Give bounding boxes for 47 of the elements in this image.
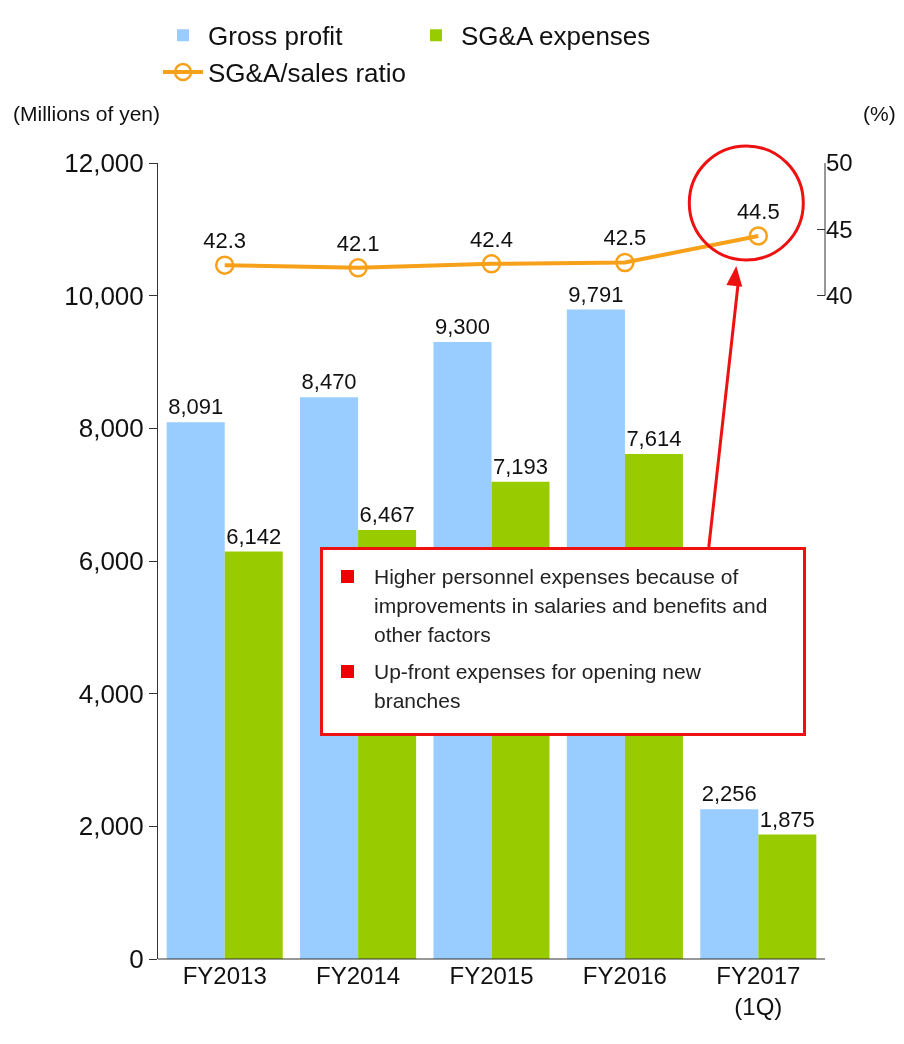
y-axis-title: (Millions of yen) <box>13 102 161 125</box>
text: 8,470 <box>301 369 357 395</box>
legend-label: Gross profit <box>208 21 344 52</box>
point <box>748 226 769 246</box>
y2-tick-label: 40 <box>826 282 853 310</box>
bar <box>700 809 759 959</box>
y-tick-label: 6,000 <box>78 546 144 577</box>
text: 42.1 <box>336 230 380 256</box>
bar <box>758 834 817 959</box>
bar <box>166 422 225 959</box>
text: 2,256 <box>701 781 757 807</box>
y2-tick-label: 50 <box>826 149 853 177</box>
y-tick-label: 0 <box>129 944 144 975</box>
text: 8,091 <box>168 394 224 420</box>
x-tick-label: FY2015 <box>449 962 534 989</box>
point <box>214 255 235 275</box>
point <box>348 258 368 278</box>
legend-label: SG&A/sales ratio <box>208 58 406 89</box>
text: 7,614 <box>626 425 682 451</box>
annotation: Up-front expenses for opening new branches <box>374 659 702 714</box>
y-tick-label: 8,000 <box>78 413 144 444</box>
y-tick-label: 12,000 <box>64 148 144 179</box>
y2-tick-label: 45 <box>826 215 853 243</box>
text: 1,875 <box>759 806 815 832</box>
annotation: Higher personnel expenses because of improvements in salaries and benefits and other factors <box>374 564 769 648</box>
point <box>615 252 635 273</box>
text: 44.5 <box>736 198 780 224</box>
text: 42.5 <box>603 225 647 251</box>
bar <box>224 551 283 959</box>
x-tick-label: FY2016 <box>582 962 667 989</box>
text: 7,193 <box>492 453 549 479</box>
legend-label: SG&A expenses <box>460 21 651 52</box>
text: 42.4 <box>470 226 513 252</box>
x-tick-label: FY2017 (1Q) <box>716 962 801 1021</box>
y-tick-label: 2,000 <box>78 811 144 842</box>
text: 6,142 <box>226 523 282 549</box>
text: 9,791 <box>568 281 624 307</box>
x-tick-label: FY2013 <box>182 962 267 989</box>
point <box>481 254 502 274</box>
text: 42.3 <box>203 228 247 254</box>
callout-box: Higher personnel expenses because of improvements in salaries and benefits and other factors Up-front expenses for opening new branches <box>320 547 806 736</box>
x-tick-label: FY2014 <box>316 962 401 989</box>
y2-axis-title: (%) <box>863 102 896 125</box>
y-tick-label: 4,000 <box>78 678 144 709</box>
y-tick-label: 10,000 <box>64 280 144 311</box>
text: 6,467 <box>359 502 415 528</box>
text: 9,300 <box>434 314 491 340</box>
